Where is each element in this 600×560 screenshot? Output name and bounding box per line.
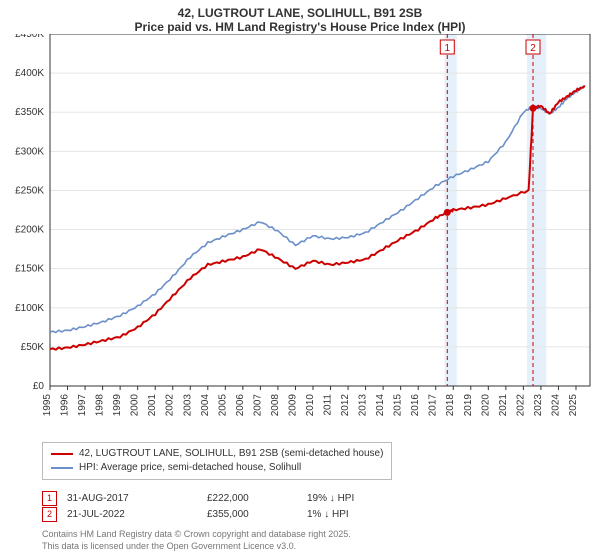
svg-text:2000: 2000 [130, 394, 141, 417]
svg-text:2017: 2017 [428, 394, 439, 417]
svg-text:2007: 2007 [252, 394, 263, 417]
svg-text:£450K: £450K [15, 34, 44, 40]
svg-text:2004: 2004 [200, 394, 211, 417]
legend-item: 42, LUGTROUT LANE, SOLIHULL, B91 2SB (se… [51, 447, 383, 461]
sale-row: 2 21-JUL-2022 £355,000 1% ↓ HPI [42, 506, 407, 522]
svg-text:£300K: £300K [15, 146, 44, 157]
svg-text:£150K: £150K [15, 264, 44, 275]
svg-text:£200K: £200K [15, 225, 44, 236]
price-chart: £0 £50K £100K £150K £200K £250K £300K £350K £400… [0, 34, 600, 434]
svg-text:£400K: £400K [15, 68, 44, 79]
svg-text:£100K: £100K [15, 303, 44, 314]
svg-text:2019: 2019 [463, 394, 474, 417]
svg-text:2: 2 [530, 43, 536, 54]
sale-marker: 1 [42, 491, 57, 506]
svg-text:2020: 2020 [480, 394, 491, 417]
footer-line: Contains HM Land Registry data © Crown c… [42, 528, 351, 540]
sale-price: £222,000 [207, 493, 307, 504]
svg-text:2016: 2016 [410, 394, 421, 417]
legend-label: HPI: Average price, semi-detached house,… [79, 461, 301, 475]
svg-text:2003: 2003 [182, 394, 193, 417]
title-block: 42, LUGTROUT LANE, SOLIHULL, B91 2SB Pri… [0, 0, 600, 34]
legend-label: 42, LUGTROUT LANE, SOLIHULL, B91 2SB (se… [79, 447, 383, 461]
svg-text:1: 1 [445, 43, 451, 54]
svg-text:2002: 2002 [165, 394, 176, 417]
svg-text:2014: 2014 [375, 394, 386, 417]
sales-table: 1 31-AUG-2017 £222,000 19% ↓ HPI 2 21-JU… [42, 490, 407, 522]
sale-price: £355,000 [207, 509, 307, 520]
svg-text:2011: 2011 [323, 394, 334, 416]
svg-text:2012: 2012 [340, 394, 351, 417]
svg-text:2005: 2005 [217, 394, 228, 417]
svg-text:£250K: £250K [15, 185, 44, 196]
svg-text:£350K: £350K [15, 107, 44, 118]
svg-text:2010: 2010 [305, 394, 316, 417]
svg-text:2008: 2008 [270, 394, 281, 417]
svg-text:2018: 2018 [445, 394, 456, 417]
sale-diff: 19% ↓ HPI [307, 493, 407, 504]
svg-text:2023: 2023 [533, 394, 544, 417]
svg-text:2024: 2024 [550, 394, 561, 417]
svg-text:2025: 2025 [568, 394, 579, 417]
svg-text:1997: 1997 [77, 394, 88, 417]
svg-text:2021: 2021 [498, 394, 509, 417]
svg-text:2001: 2001 [147, 394, 158, 417]
svg-text:£0: £0 [33, 381, 45, 392]
legend-swatch [51, 467, 73, 469]
svg-text:£50K: £50K [21, 342, 45, 353]
svg-text:1999: 1999 [112, 394, 123, 417]
svg-text:1996: 1996 [60, 394, 71, 417]
svg-text:2022: 2022 [515, 394, 526, 417]
svg-text:2015: 2015 [393, 394, 404, 417]
footer-attribution: Contains HM Land Registry data © Crown c… [42, 528, 351, 552]
legend-item: HPI: Average price, semi-detached house,… [51, 461, 383, 475]
figure-container: 42, LUGTROUT LANE, SOLIHULL, B91 2SB Pri… [0, 0, 600, 560]
sale-date: 31-AUG-2017 [67, 493, 207, 504]
svg-text:1995: 1995 [42, 394, 53, 417]
legend: 42, LUGTROUT LANE, SOLIHULL, B91 2SB (se… [42, 442, 392, 480]
footer-line: This data is licensed under the Open Gov… [42, 540, 351, 552]
title-line-2: Price paid vs. HM Land Registry's House … [0, 20, 600, 34]
sale-diff: 1% ↓ HPI [307, 509, 407, 520]
svg-text:2009: 2009 [287, 394, 298, 417]
legend-swatch [51, 453, 73, 455]
svg-text:1998: 1998 [95, 394, 106, 417]
sale-marker: 2 [42, 507, 57, 522]
sale-date: 21-JUL-2022 [67, 509, 207, 520]
title-line-1: 42, LUGTROUT LANE, SOLIHULL, B91 2SB [0, 6, 600, 20]
sale-row: 1 31-AUG-2017 £222,000 19% ↓ HPI [42, 490, 407, 506]
svg-text:2006: 2006 [235, 394, 246, 417]
svg-text:2013: 2013 [358, 394, 369, 417]
